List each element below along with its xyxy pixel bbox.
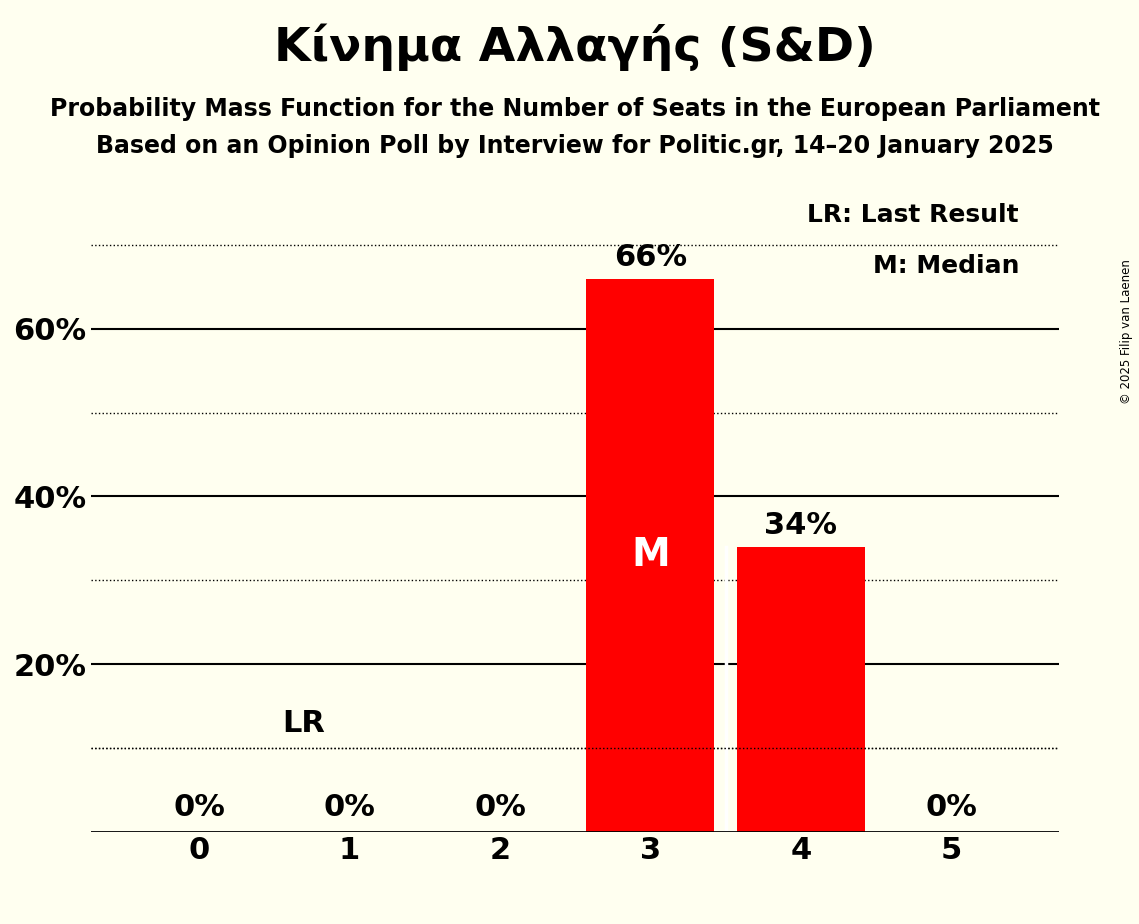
Text: Based on an Opinion Poll by Interview for Politic.gr, 14–20 January 2025: Based on an Opinion Poll by Interview fo… xyxy=(97,134,1054,158)
Text: © 2025 Filip van Laenen: © 2025 Filip van Laenen xyxy=(1121,259,1133,404)
Text: 34%: 34% xyxy=(764,511,837,540)
Text: Κίνημα Αλλαγής (S&D): Κίνημα Αλλαγής (S&D) xyxy=(274,23,876,70)
Text: M: Median: M: Median xyxy=(872,253,1019,277)
Text: 66%: 66% xyxy=(614,243,687,272)
Bar xyxy=(737,547,865,832)
Text: 0%: 0% xyxy=(323,793,376,821)
Text: 0%: 0% xyxy=(474,793,526,821)
Text: 0%: 0% xyxy=(173,793,226,821)
Text: 0%: 0% xyxy=(925,793,977,821)
Bar xyxy=(587,279,714,832)
Text: LR: LR xyxy=(281,709,325,737)
Text: Probability Mass Function for the Number of Seats in the European Parliament: Probability Mass Function for the Number… xyxy=(50,97,1100,121)
Text: M: M xyxy=(631,536,670,574)
Text: LR: Last Result: LR: Last Result xyxy=(808,203,1019,227)
